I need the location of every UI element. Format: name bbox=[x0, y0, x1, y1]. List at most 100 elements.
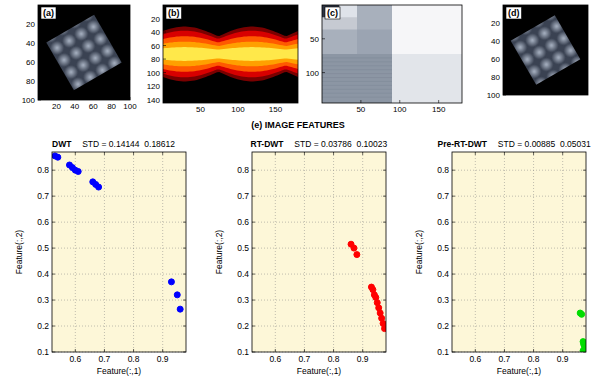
point bbox=[579, 311, 585, 317]
tick bbox=[383, 222, 386, 223]
tick-label: 60 bbox=[151, 42, 160, 51]
tick-label: 100 bbox=[147, 69, 161, 78]
tick bbox=[133, 152, 134, 155]
tick bbox=[362, 349, 363, 352]
tick-label: 20 bbox=[26, 20, 35, 29]
title: RT-DWT bbox=[251, 139, 285, 149]
point bbox=[177, 306, 183, 312]
tick bbox=[104, 152, 105, 155]
grid-line bbox=[52, 248, 186, 249]
tick bbox=[504, 349, 505, 352]
tick bbox=[503, 95, 506, 96]
tick-label: 0.2 bbox=[37, 321, 49, 331]
image-square bbox=[511, 15, 581, 85]
tick bbox=[200, 100, 201, 103]
tick bbox=[93, 97, 94, 100]
tick bbox=[383, 170, 386, 171]
image-texture bbox=[322, 73, 392, 74]
grid-line bbox=[52, 222, 186, 223]
tick-label: 0.1 bbox=[237, 347, 249, 357]
tick-label: 60 bbox=[89, 102, 98, 111]
tick bbox=[163, 59, 166, 60]
panel-label: (c) bbox=[327, 8, 338, 18]
grid-line bbox=[252, 300, 386, 301]
tick bbox=[252, 326, 255, 327]
point bbox=[351, 245, 357, 251]
tick bbox=[52, 222, 55, 223]
tick-label: 20 bbox=[52, 102, 61, 111]
tick-label: 40 bbox=[70, 102, 79, 111]
tick bbox=[130, 97, 131, 100]
tick bbox=[275, 100, 276, 103]
tick-label: 0.8 bbox=[328, 354, 340, 364]
grid-line bbox=[304, 152, 305, 352]
grid-line bbox=[333, 152, 334, 352]
tick bbox=[333, 349, 334, 352]
tick bbox=[183, 248, 186, 249]
tick bbox=[452, 326, 455, 327]
panel-label-box bbox=[41, 7, 56, 19]
figure-title: (e) IMAGE FEATURES bbox=[251, 120, 344, 130]
panel-label-box bbox=[166, 7, 182, 19]
tick bbox=[452, 222, 455, 223]
x-axis-title: Feature(:,1) bbox=[497, 366, 542, 376]
tick bbox=[163, 86, 166, 87]
image-texture bbox=[322, 65, 392, 66]
tick bbox=[583, 326, 586, 327]
grid-line bbox=[452, 222, 586, 223]
tick bbox=[183, 326, 186, 327]
tick-label: 80 bbox=[151, 55, 160, 64]
tick bbox=[56, 97, 57, 100]
tick-label: 0.1 bbox=[37, 347, 49, 357]
tick-label: 0.4 bbox=[437, 269, 449, 279]
image-block bbox=[340, 5, 358, 17]
tick bbox=[133, 349, 134, 352]
tick-label: 0.8 bbox=[437, 165, 449, 175]
grid-line bbox=[362, 152, 363, 352]
tick bbox=[475, 152, 476, 155]
image bbox=[163, 5, 298, 103]
grid-line bbox=[52, 196, 186, 197]
image-band bbox=[163, 31, 298, 78]
tick bbox=[38, 62, 41, 63]
tick-label: 100 bbox=[22, 96, 36, 105]
tick-label: 80 bbox=[491, 73, 500, 82]
point bbox=[382, 326, 386, 332]
frame bbox=[452, 152, 586, 352]
tick-label: 0.7 bbox=[237, 191, 249, 201]
tick bbox=[452, 196, 455, 197]
tick bbox=[583, 300, 586, 301]
tick-label: 80 bbox=[26, 77, 35, 86]
image-block bbox=[322, 5, 392, 54]
marks bbox=[52, 153, 183, 312]
subtitle: STD = 0.03786 0.10023 bbox=[294, 139, 387, 149]
image-panel: 5010015020406080100120140(b) bbox=[147, 5, 298, 114]
tick bbox=[52, 196, 55, 197]
tick bbox=[252, 248, 255, 249]
tick bbox=[38, 24, 41, 25]
tick bbox=[162, 349, 163, 352]
grid-line bbox=[252, 248, 386, 249]
tick bbox=[533, 349, 534, 352]
title: DWT bbox=[52, 139, 72, 149]
tick-label: 40 bbox=[26, 39, 35, 48]
grid-line bbox=[475, 152, 476, 352]
panel-label: (b) bbox=[168, 8, 180, 18]
frame bbox=[163, 5, 298, 103]
tick bbox=[383, 274, 386, 275]
tick bbox=[52, 326, 55, 327]
tick bbox=[452, 300, 455, 301]
tick-label: 0.8 bbox=[528, 354, 540, 364]
grid-line bbox=[452, 274, 586, 275]
tick bbox=[252, 300, 255, 301]
image bbox=[503, 5, 588, 95]
tick bbox=[583, 196, 586, 197]
tick bbox=[503, 77, 506, 78]
tick bbox=[252, 274, 255, 275]
grid-line bbox=[52, 300, 186, 301]
image-panel: 2040608010020406080100(a) bbox=[22, 5, 138, 111]
panel-label-box bbox=[325, 7, 340, 19]
tick-label: 50 bbox=[310, 35, 319, 44]
figure: 2040608010020406080100(a)501001502040608… bbox=[0, 0, 596, 381]
tick-label: 40 bbox=[491, 37, 500, 46]
